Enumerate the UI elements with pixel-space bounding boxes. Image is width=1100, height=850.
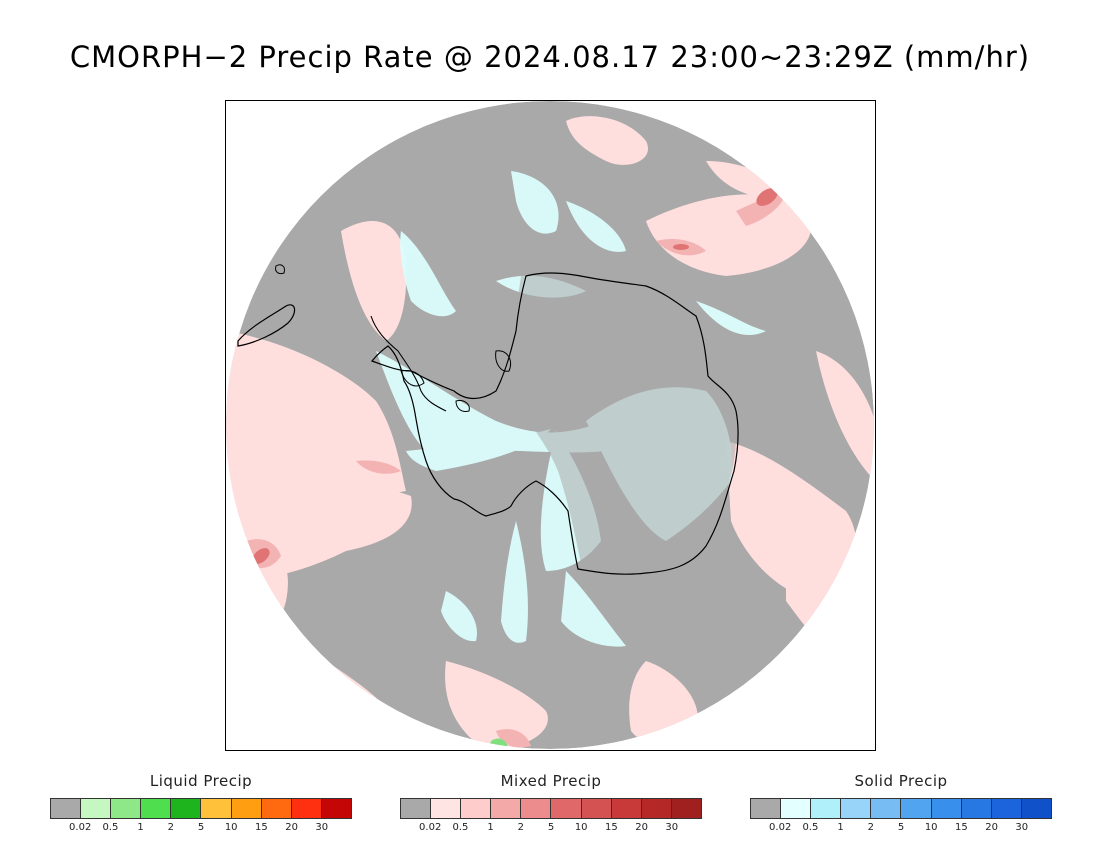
- legend-swatch: [1021, 799, 1051, 818]
- legend-swatch: [291, 799, 322, 818]
- legend-tick-label: 20: [635, 822, 648, 833]
- legend-mixed: Mixed Precip 0.02 0.5 1 2 5 10 15 20 30: [400, 772, 702, 833]
- legend-swatch: [81, 799, 112, 818]
- legend-swatch: [521, 799, 552, 818]
- legend-title: Mixed Precip: [500, 772, 602, 790]
- legend-tick-label: 1: [137, 822, 144, 833]
- legend-swatch: [901, 799, 932, 818]
- precip-map: [226, 101, 874, 749]
- legend-tick-label: 0.5: [802, 822, 819, 833]
- map-title: CMORPH−2 Precip Rate @ 2024.08.17 23:00~…: [69, 40, 1031, 74]
- south-america-islands: [275, 264, 285, 275]
- legend-tick-label: 15: [955, 822, 968, 833]
- legend-swatches: [400, 798, 702, 819]
- legend-tick-label: 10: [224, 822, 238, 833]
- legend-swatch: [811, 799, 842, 818]
- legend-swatch: [781, 799, 812, 818]
- legend-solid: Solid Precip 0.02 0.5 1 2 5 10 15 20 30: [750, 772, 1052, 833]
- legend-tick-label: 1: [837, 822, 844, 833]
- legend-swatch: [431, 799, 462, 818]
- legend-tick-label: 1: [487, 822, 494, 833]
- east-antarctica-land: [512, 270, 737, 574]
- legend-tick-label: 0.5: [102, 822, 119, 833]
- legend-swatch: [51, 799, 82, 818]
- legend-swatch: [491, 799, 522, 818]
- legend-swatch: [991, 799, 1022, 818]
- legend-swatch: [871, 799, 902, 818]
- legend-swatch: [111, 799, 142, 818]
- legend-swatch: [461, 799, 492, 818]
- legend-swatch: [171, 799, 202, 818]
- south-america-coast: [237, 304, 296, 347]
- island-coast-1: [400, 370, 425, 387]
- legend-swatch: [611, 799, 642, 818]
- legend-title: Liquid Precip: [149, 772, 253, 790]
- island-coast-3: [495, 350, 511, 372]
- legend-tick-label: 0.02: [419, 822, 442, 833]
- legend-swatch: [961, 799, 992, 818]
- legend-tick-label: 0.5: [452, 822, 469, 833]
- legend-tick-label: 30: [665, 822, 679, 833]
- legend-ticks: 0.02 0.5 1 2 5 10 15 20 30: [50, 819, 352, 833]
- legend-tick-label: 10: [574, 822, 588, 833]
- legend-swatch: [671, 799, 701, 818]
- legend-swatches: [750, 798, 1052, 819]
- legend-title: Solid Precip: [854, 772, 948, 790]
- legend-swatch: [321, 799, 351, 818]
- legend-swatch: [841, 799, 872, 818]
- legend-tick-label: 2: [167, 822, 174, 833]
- legend-swatch: [641, 799, 672, 818]
- legend-tick-label: 30: [1015, 822, 1029, 833]
- legend-swatches: [50, 798, 352, 819]
- legend-tick-label: 10: [924, 822, 938, 833]
- legend-tick-label: 30: [315, 822, 329, 833]
- legend-swatch: [201, 799, 232, 818]
- legend-tick-label: 15: [605, 822, 618, 833]
- legend-swatch: [581, 799, 612, 818]
- legend-swatch: [141, 799, 172, 818]
- legend-tick-label: 5: [547, 822, 555, 833]
- legend-ticks: 0.02 0.5 1 2 5 10 15 20 30: [400, 819, 702, 833]
- legend-tick-label: 2: [517, 822, 524, 833]
- legend-swatch: [231, 799, 262, 818]
- mixed-precip-heavy: [252, 188, 778, 564]
- legend-swatch: [401, 799, 432, 818]
- legend-tick-label: 2: [867, 822, 874, 833]
- legend-tick-label: 0.02: [769, 822, 792, 833]
- legend-tick-label: 20: [985, 822, 998, 833]
- legend-tick-label: 0.02: [69, 822, 92, 833]
- legend-tick-label: 20: [285, 822, 298, 833]
- legend-swatch: [931, 799, 962, 818]
- legend-swatch: [261, 799, 292, 818]
- legend-tick-label: 5: [897, 822, 905, 833]
- legend-tick-label: 5: [197, 822, 205, 833]
- island-coast-2: [455, 400, 470, 412]
- antarctic-peninsula-coast: [370, 315, 447, 412]
- legend-swatch: [551, 799, 582, 818]
- map-frame: [225, 100, 876, 751]
- legend-swatch: [751, 799, 782, 818]
- legend-tick-label: 15: [255, 822, 268, 833]
- legend-liquid: Liquid Precip 0.02 0.5 1 2 5 10 15 20 30: [50, 772, 352, 833]
- legend-ticks: 0.02 0.5 1 2 5 10 15 20 30: [750, 819, 1052, 833]
